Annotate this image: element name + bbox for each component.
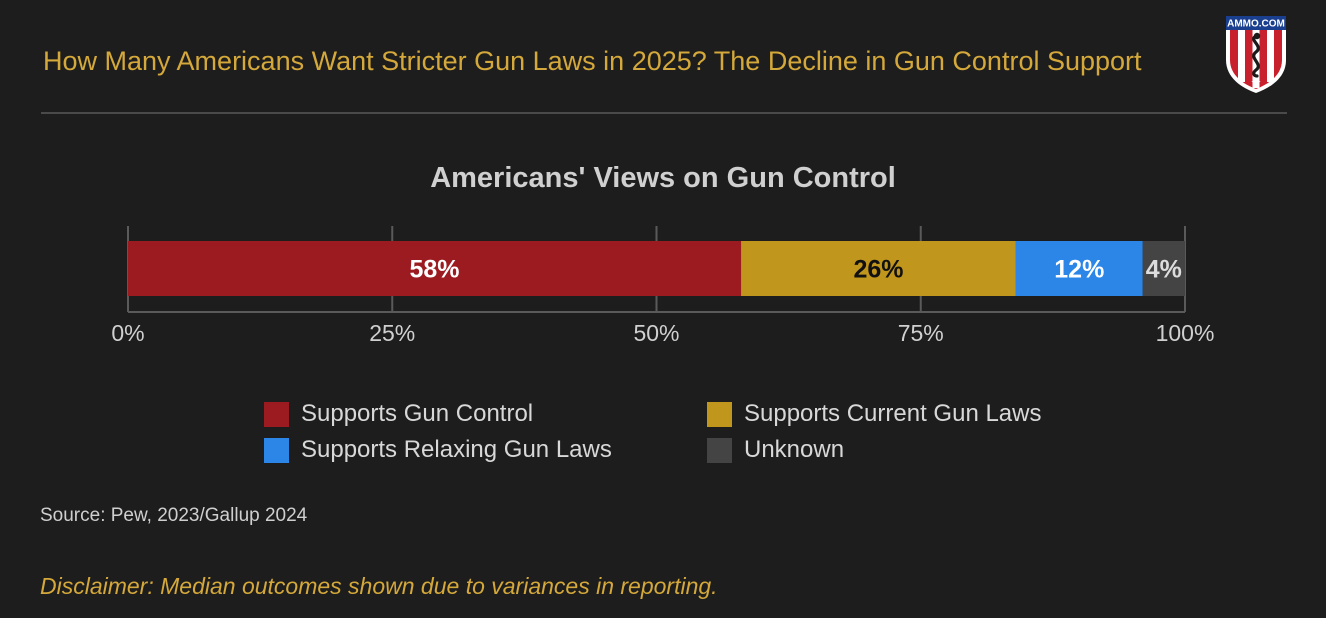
bar-segment[interactable]: [741, 241, 1016, 296]
page-title: How Many Americans Want Stricter Gun Law…: [43, 46, 1142, 76]
snake-head-icon: [1253, 32, 1261, 40]
stacked-bar-chart: 58% 26% 12% 4% 0% 25% 50% 75% 100%: [111, 226, 1215, 346]
data-labels: 58% 26% 12% 4%: [410, 256, 1182, 284]
x-tick-label: 50%: [633, 320, 679, 346]
data-label: 58%: [410, 256, 460, 284]
x-tick-label: 0%: [111, 320, 144, 346]
legend-swatch: [264, 401, 289, 427]
legend-label: Supports Current Gun Laws: [744, 400, 1042, 427]
chart-title: Americans' Views on Gun Control: [430, 162, 896, 194]
ammo-com-logo[interactable]: AMMO.COM: [1224, 14, 1288, 94]
source-note: Source: Pew, 2023/Gallup 2024: [40, 505, 308, 526]
data-label: 4%: [1146, 256, 1182, 284]
data-label: 26%: [853, 256, 903, 284]
legend-label: Supports Gun Control: [301, 400, 534, 427]
logo-stripe: [1267, 30, 1274, 82]
x-axis: 0% 25% 50% 75% 100%: [111, 311, 1215, 346]
legend-swatch: [707, 401, 732, 427]
header-divider: [41, 112, 1287, 114]
legend-item[interactable]: Supports Gun Control: [264, 399, 533, 429]
x-tick-label: 25%: [369, 320, 415, 346]
legend-item[interactable]: Supports Current Gun Laws: [707, 399, 1041, 429]
logo-stripe: [1238, 30, 1245, 82]
snake-icon: [1252, 34, 1260, 78]
legend-label: Supports Relaxing Gun Laws: [301, 436, 612, 463]
bar-segment[interactable]: [1142, 241, 1185, 296]
legend-label: Unknown: [744, 436, 845, 463]
bar-segments: [128, 241, 1185, 296]
legend: Supports Gun Control Supports Relaxing Gu…: [264, 396, 1124, 472]
star-icon: [1251, 78, 1261, 87]
legend-swatch: [707, 437, 732, 463]
data-label: 12%: [1054, 256, 1104, 284]
legend-item[interactable]: Supports Relaxing Gun Laws: [264, 435, 612, 465]
disclaimer: Disclaimer: Median outcomes shown due to…: [40, 573, 718, 599]
x-tick-label: 75%: [898, 320, 944, 346]
bar-segment[interactable]: [128, 241, 742, 296]
x-tick-label: 100%: [1156, 320, 1215, 346]
logo-banner: [1226, 16, 1286, 30]
legend-item[interactable]: Unknown: [707, 435, 844, 465]
bar-segment[interactable]: [1015, 241, 1143, 296]
legend-swatch: [264, 437, 289, 463]
logo-text: AMMO.COM: [1227, 19, 1285, 30]
